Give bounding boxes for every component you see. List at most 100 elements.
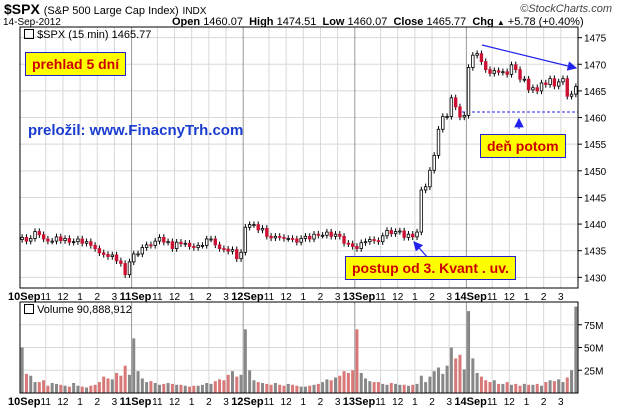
x-hour-label: 11 bbox=[375, 397, 386, 408]
volume-bar bbox=[411, 384, 415, 393]
volume-bar bbox=[192, 385, 196, 393]
volume-bar bbox=[312, 384, 316, 393]
x-hour-label: 1 bbox=[301, 397, 307, 408]
volume-bar bbox=[394, 383, 398, 393]
volume-bar bbox=[445, 365, 449, 393]
volume-bar bbox=[522, 383, 526, 393]
candle-body bbox=[303, 235, 308, 239]
x-hour-label: 3 bbox=[446, 397, 452, 408]
candle-body bbox=[406, 233, 411, 238]
candle-body bbox=[479, 53, 484, 63]
candles bbox=[20, 50, 578, 278]
x-day-label: 13Sep bbox=[343, 396, 376, 408]
candle-body bbox=[273, 235, 278, 239]
candle-body bbox=[196, 244, 200, 248]
volume-bar bbox=[557, 379, 561, 393]
candle-body bbox=[97, 248, 102, 254]
volume-bar bbox=[85, 387, 89, 393]
candle-body bbox=[140, 247, 145, 255]
x-hour-label: 12 bbox=[169, 397, 181, 408]
candle-body bbox=[265, 227, 269, 237]
volume-bar bbox=[170, 383, 174, 393]
volume-bar bbox=[97, 382, 101, 393]
volume-bar bbox=[540, 385, 544, 393]
x-hour-label: 3 bbox=[558, 397, 564, 408]
volume-bar bbox=[402, 384, 406, 393]
volume-bar bbox=[166, 382, 170, 393]
candle-body bbox=[183, 242, 187, 245]
candle-body bbox=[544, 82, 548, 85]
volume-bar bbox=[428, 376, 432, 393]
annotation-next-day: deň potom bbox=[480, 134, 566, 158]
candle-body bbox=[153, 240, 157, 246]
candle-body bbox=[441, 116, 445, 130]
candle-body bbox=[54, 236, 59, 242]
candle-body bbox=[282, 236, 286, 239]
volume-bar bbox=[256, 382, 260, 393]
candle-body bbox=[376, 240, 381, 243]
candle-body bbox=[432, 154, 436, 171]
volume-bar bbox=[157, 384, 162, 393]
candle-body bbox=[162, 236, 166, 243]
volume-bar bbox=[222, 380, 226, 393]
x-day-label: 12Sep bbox=[231, 291, 264, 303]
candle-body bbox=[556, 81, 561, 87]
candle-body bbox=[247, 224, 252, 228]
x-hour-label: 12 bbox=[57, 292, 69, 303]
volume-bar bbox=[535, 383, 539, 393]
candle-body bbox=[50, 240, 54, 243]
x-day-label: 11Sep bbox=[120, 291, 152, 303]
low-value: 1460.07 bbox=[347, 16, 388, 28]
candle-body bbox=[33, 231, 37, 239]
qe3-arrow bbox=[413, 241, 429, 259]
price-axis-ticks: 1430 1435 1440 1445 1450 1455 1460 1465 1470 1475 bbox=[578, 34, 607, 284]
high-label: High bbox=[249, 16, 274, 28]
candle-body bbox=[449, 97, 454, 117]
price-tick-label: 1465 bbox=[584, 87, 607, 98]
volume-bar bbox=[467, 311, 471, 393]
candle-body bbox=[205, 238, 209, 246]
candle-body bbox=[488, 69, 492, 74]
volume-bar bbox=[132, 338, 136, 393]
candle-body bbox=[63, 238, 67, 241]
x-axis-labels-volume: 10Sep 11 12 1 2 3 11Sep 11 12 1 2 3 12Sep 11 12 1 2 3 13Se… bbox=[8, 396, 564, 408]
volume-bar bbox=[72, 382, 76, 393]
index-name: (S&P 500 Large Cap Index) bbox=[43, 5, 179, 17]
price-tick-label: 1435 bbox=[584, 247, 607, 258]
candle-body bbox=[514, 64, 518, 71]
candle-body bbox=[501, 71, 505, 74]
candle-body bbox=[239, 251, 243, 260]
price-legend-label: $SPX (15 min) 1465.77 bbox=[37, 29, 152, 41]
price-tick-label: 1470 bbox=[584, 60, 607, 71]
volume-bar bbox=[42, 380, 46, 393]
candle-body bbox=[569, 93, 574, 97]
x-hour-label: 2 bbox=[94, 292, 100, 303]
candle-body bbox=[565, 78, 569, 97]
candle-body bbox=[20, 236, 24, 240]
volume-bar bbox=[527, 384, 531, 393]
x-hour-label: 2 bbox=[318, 397, 324, 408]
volume-bar bbox=[89, 385, 93, 393]
volume-bar bbox=[509, 384, 513, 393]
volume-bar bbox=[226, 374, 230, 393]
volume-bar bbox=[261, 382, 265, 393]
candle-body bbox=[200, 244, 205, 247]
candle-body bbox=[136, 253, 140, 256]
legend-swatch-icon bbox=[24, 29, 34, 39]
candle-body bbox=[428, 169, 432, 188]
x-hour-label: 3 bbox=[335, 292, 341, 303]
candle-body bbox=[509, 64, 514, 75]
volume-bar bbox=[436, 367, 441, 393]
volume-bar bbox=[286, 383, 290, 393]
x-hour-label: 3 bbox=[223, 397, 229, 408]
x-hour-label: 1 bbox=[524, 292, 530, 303]
volume-bar bbox=[406, 385, 410, 393]
candle-body bbox=[411, 233, 415, 238]
candle-body bbox=[106, 254, 110, 257]
volume-tick-label: 50M bbox=[584, 344, 603, 355]
volume-bar bbox=[218, 379, 222, 393]
symbol: $SPX bbox=[4, 1, 40, 17]
volume-bar bbox=[80, 386, 84, 393]
volume-bar bbox=[531, 384, 535, 393]
